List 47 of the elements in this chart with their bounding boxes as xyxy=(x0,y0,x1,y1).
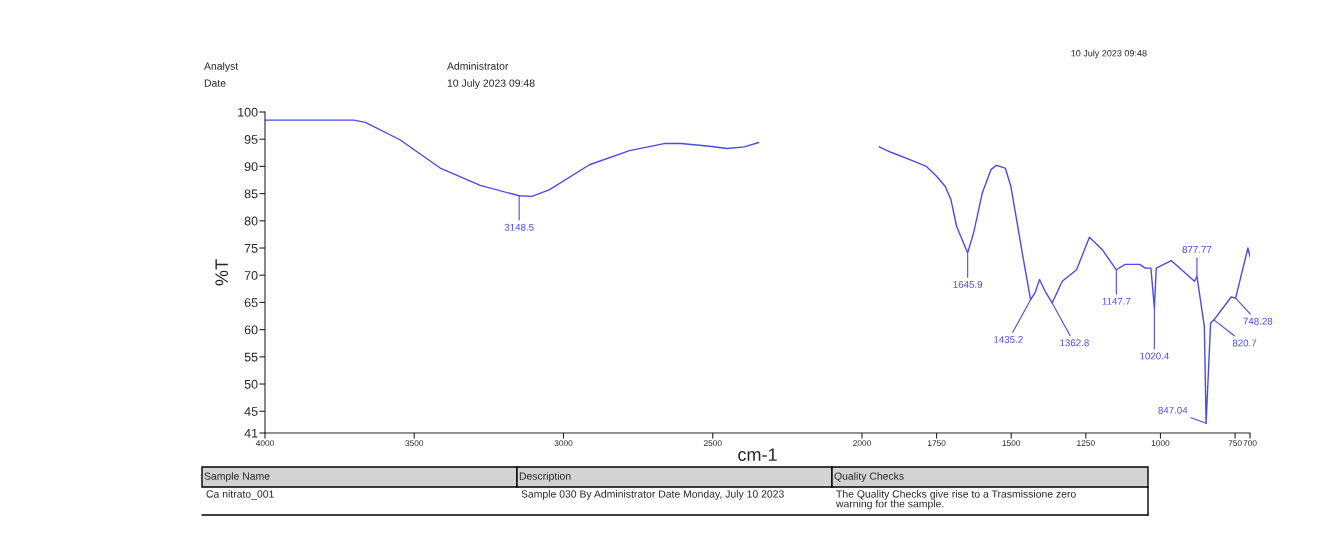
y-tick-label: 65 xyxy=(244,298,258,308)
x-tick-label: 1500 xyxy=(1002,440,1021,447)
text: Description xyxy=(519,472,571,482)
x-tick-label: 700 xyxy=(1243,440,1257,447)
y-tick-label: 50 xyxy=(244,379,258,389)
text: 10 July 2023 09:48 xyxy=(447,79,535,89)
y-tick-label: 45 xyxy=(244,407,258,416)
y-tick-label: 70 xyxy=(244,271,258,280)
y-tick-label: 55 xyxy=(244,352,258,362)
text: Ca nitrato_001 xyxy=(206,490,274,500)
x-tick-label: 1250 xyxy=(1077,440,1095,447)
text: 10 July 2023 09:48 xyxy=(1071,49,1147,59)
y-tick-label: 85 xyxy=(244,189,258,199)
annotation: 1147.7 xyxy=(1102,297,1131,305)
text: Administrator xyxy=(447,62,509,70)
annotation: 1435.2 xyxy=(994,336,1023,343)
x-tick-label: 3000 xyxy=(554,440,573,447)
text: Analyst xyxy=(204,62,239,72)
y-tick-label: 60 xyxy=(244,325,258,335)
x-tick-label: 4000 xyxy=(255,440,274,447)
annotation: 1020.4 xyxy=(1140,352,1169,360)
text: Sample 030 By Administrator Date Monday, July 10 2023 xyxy=(521,490,784,500)
text: Sample Name xyxy=(204,472,270,482)
y-tick-label: 90 xyxy=(244,162,258,172)
annotation: 1645.9 xyxy=(953,280,983,288)
x-tick-label: 3500 xyxy=(405,440,424,447)
text: Date xyxy=(204,79,226,87)
text: Quality Checks xyxy=(834,472,904,482)
annotation: 748.28 xyxy=(1243,317,1273,325)
x-tick-label: 750 xyxy=(1228,440,1242,447)
y-tick-label: 75 xyxy=(244,243,258,253)
x-tick-label: 1750 xyxy=(927,440,946,447)
x-tick-label: 1000 xyxy=(1151,440,1170,447)
x-axis-title: cm-1 xyxy=(738,448,777,461)
annotation: 820.7 xyxy=(1232,339,1257,347)
annotation: 877.77 xyxy=(1182,246,1212,253)
annotation: 1362.8 xyxy=(1060,339,1089,347)
y-tick-label: 80 xyxy=(244,216,258,226)
x-tick-label: 2500 xyxy=(703,440,722,447)
y-tick-label: 100 xyxy=(238,107,258,117)
text: The Quality Checks give rise to a Trasmissione zero warning for the sample. xyxy=(835,490,1076,510)
annotation: 847.04 xyxy=(1158,406,1188,414)
annotation: 3148.5 xyxy=(504,223,534,231)
y-tick-label: 41 xyxy=(244,428,258,438)
x-tick-label: 2000 xyxy=(853,440,871,447)
y-axis-title: %T xyxy=(215,259,229,286)
y-tick-label: 95 xyxy=(244,135,258,144)
